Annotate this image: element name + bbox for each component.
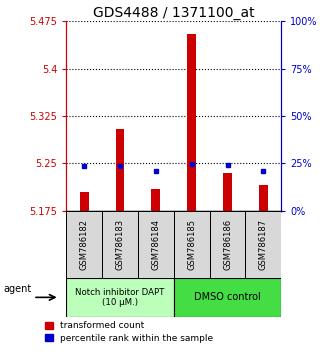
Text: agent: agent — [3, 284, 31, 294]
Text: GSM786185: GSM786185 — [187, 219, 196, 270]
Bar — [210, 211, 246, 278]
Title: GDS4488 / 1371100_at: GDS4488 / 1371100_at — [93, 6, 255, 20]
Text: DMSO control: DMSO control — [194, 292, 261, 302]
Bar — [102, 211, 138, 278]
Bar — [259, 185, 268, 211]
Bar — [187, 34, 196, 211]
Text: GSM786182: GSM786182 — [80, 219, 89, 270]
Bar — [223, 173, 232, 211]
Bar — [151, 189, 160, 211]
Bar — [116, 129, 124, 211]
Text: GSM786184: GSM786184 — [151, 219, 160, 270]
Bar — [174, 278, 281, 317]
Bar — [66, 211, 102, 278]
Bar — [138, 211, 174, 278]
Legend: transformed count, percentile rank within the sample: transformed count, percentile rank withi… — [45, 321, 213, 343]
Bar — [174, 211, 210, 278]
Text: GSM786187: GSM786187 — [259, 219, 268, 270]
Text: Notch inhibitor DAPT
(10 μM.): Notch inhibitor DAPT (10 μM.) — [75, 288, 165, 307]
Text: GSM786183: GSM786183 — [116, 219, 124, 270]
Text: GSM786186: GSM786186 — [223, 219, 232, 270]
Bar — [80, 192, 89, 211]
Bar — [246, 211, 281, 278]
Bar — [66, 278, 174, 317]
